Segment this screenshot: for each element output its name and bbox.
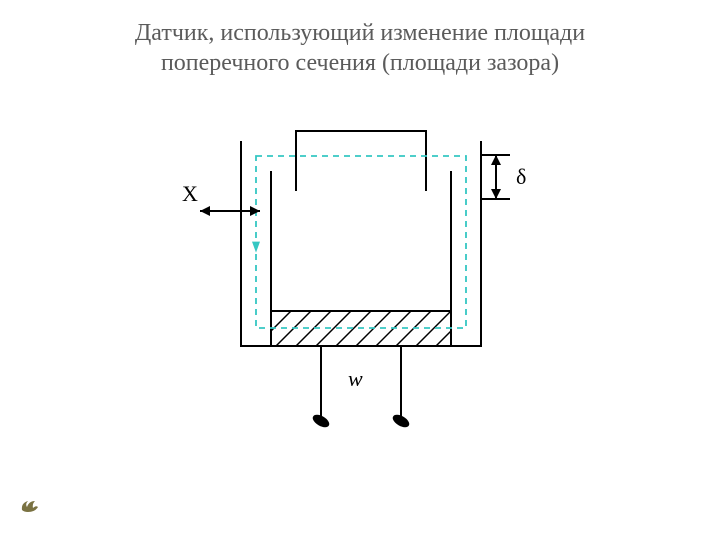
yoke-inner xyxy=(271,171,451,311)
x-arrow-head-left xyxy=(200,206,210,216)
label-w: w xyxy=(348,366,363,391)
slide-title: Датчик, использующий изменение площади п… xyxy=(0,18,720,78)
label-delta: δ xyxy=(516,164,526,189)
label-x: X xyxy=(182,181,198,206)
title-line2: поперечного сечения (площади зазора) xyxy=(161,50,559,76)
slide: Датчик, использующий изменение площади п… xyxy=(0,0,720,540)
bullet-icon xyxy=(20,495,40,520)
x-arrow-head-right xyxy=(250,206,260,216)
delta-arrow-head-top xyxy=(491,155,501,165)
plunger xyxy=(296,131,426,191)
flux-arrow xyxy=(252,242,260,253)
yoke-outer xyxy=(241,141,481,346)
delta-arrow-head-bot xyxy=(491,189,501,199)
flux-loop xyxy=(256,156,466,328)
title-line1: Датчик, использующий изменение площади xyxy=(135,20,585,46)
sensor-figure: X δ w xyxy=(155,100,567,454)
